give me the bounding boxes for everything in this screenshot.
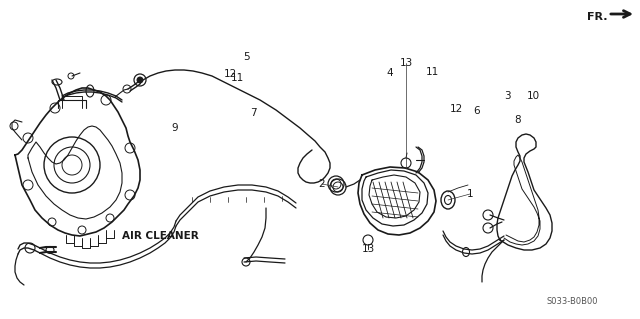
Text: 7: 7	[250, 108, 256, 118]
Text: 5: 5	[244, 52, 250, 62]
Text: 10: 10	[527, 91, 540, 101]
Text: 3: 3	[504, 91, 510, 101]
Text: 6: 6	[474, 106, 480, 116]
Text: 12: 12	[223, 69, 237, 79]
Text: 4: 4	[387, 68, 394, 78]
Text: 12: 12	[449, 104, 463, 114]
Text: S033-B0B00: S033-B0B00	[547, 298, 598, 307]
Text: 11: 11	[426, 67, 438, 77]
Text: FR.: FR.	[588, 12, 608, 22]
Text: 13: 13	[362, 244, 374, 254]
Text: 9: 9	[172, 123, 179, 133]
Text: AIR CLEANER: AIR CLEANER	[122, 231, 198, 241]
Circle shape	[137, 77, 143, 83]
Text: 1: 1	[467, 189, 474, 199]
Text: 8: 8	[515, 115, 522, 125]
Text: 11: 11	[230, 73, 244, 83]
Text: 13: 13	[399, 58, 413, 68]
Text: 2: 2	[319, 179, 325, 189]
